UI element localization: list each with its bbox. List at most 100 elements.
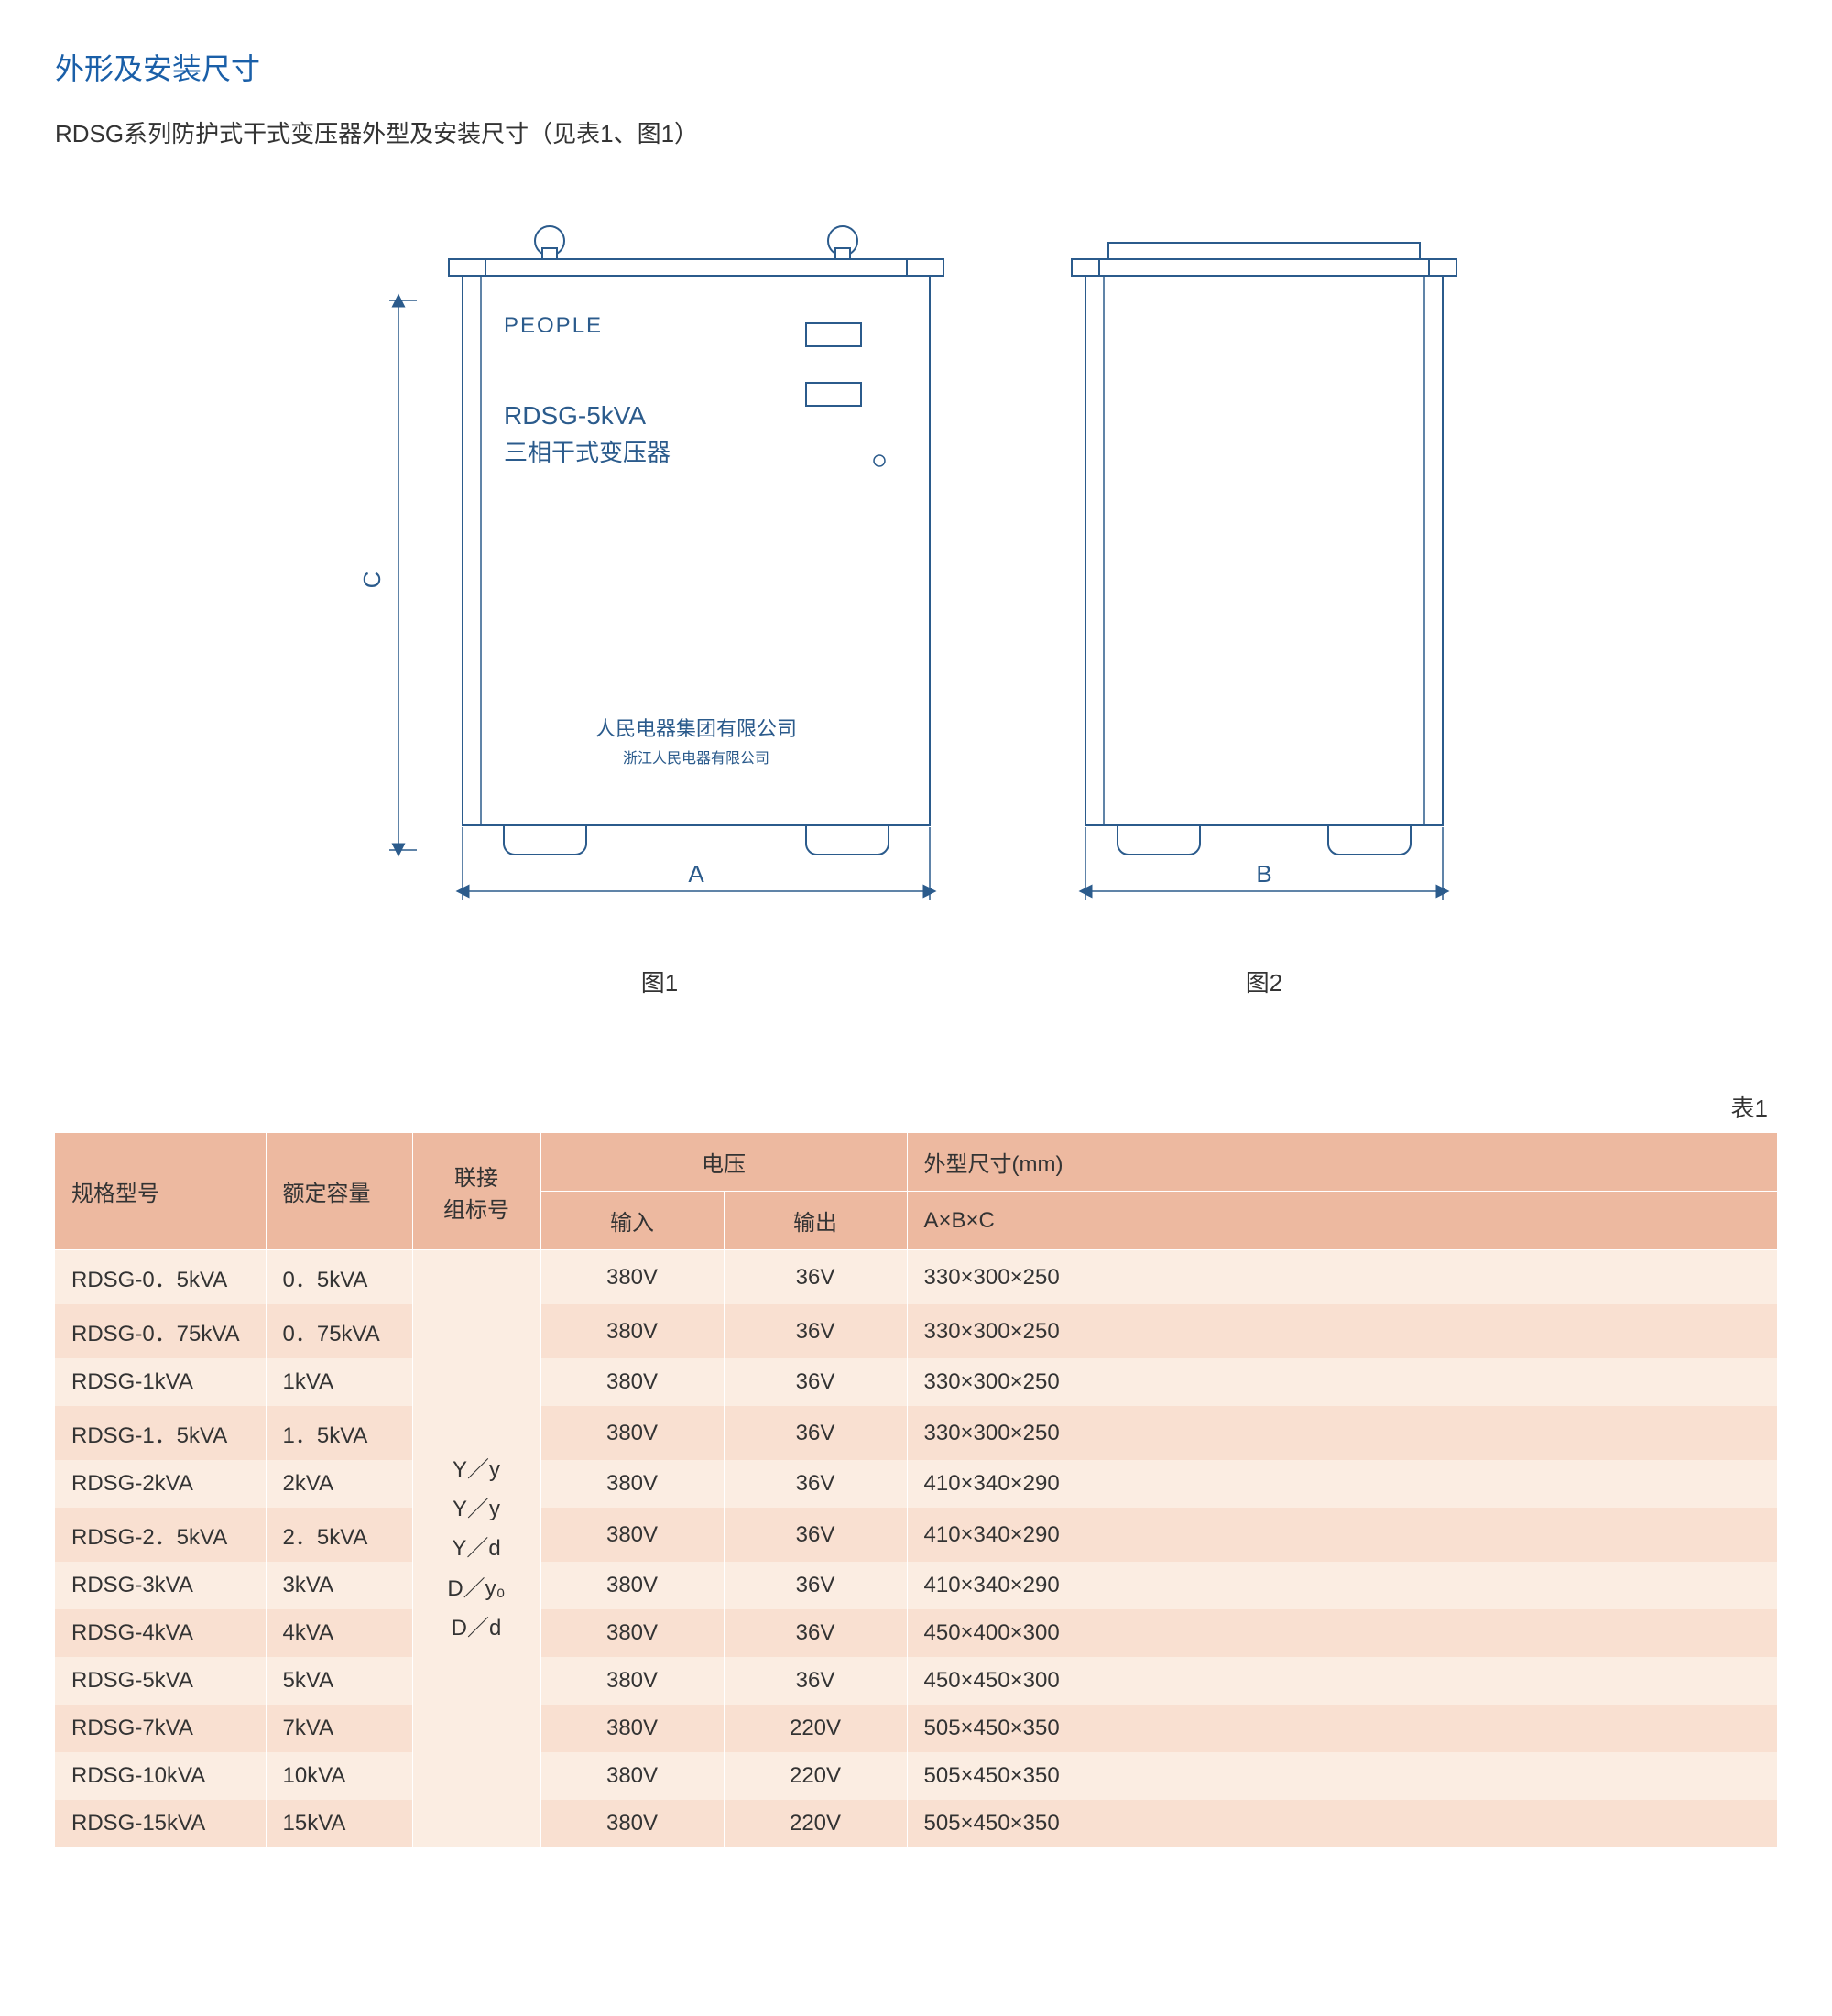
svg-text:人民电器集团有限公司: 人民电器集团有限公司: [595, 717, 797, 740]
cell-vin: 380V: [540, 1800, 724, 1847]
cell-dim: 330×300×250: [907, 1304, 1777, 1358]
cell-vin: 380V: [540, 1508, 724, 1562]
th-vin: 输入: [540, 1192, 724, 1250]
cell-capacity: 0．5kVA: [266, 1250, 412, 1305]
cell-vin: 380V: [540, 1358, 724, 1406]
th-capacity: 额定容量: [266, 1133, 412, 1250]
cell-dim: 330×300×250: [907, 1406, 1777, 1460]
th-voltage: 电压: [540, 1133, 907, 1192]
cell-vin: 380V: [540, 1609, 724, 1657]
cell-model: RDSG-15kVA: [55, 1800, 266, 1847]
page-title: 外形及安装尺寸: [55, 46, 1777, 88]
cell-dim: 330×300×250: [907, 1358, 1777, 1406]
side-view-svg: B: [1044, 223, 1484, 919]
cell-vin: 380V: [540, 1562, 724, 1609]
cell-dim: 410×340×290: [907, 1508, 1777, 1562]
cell-vout: 36V: [724, 1406, 907, 1460]
cell-model: RDSG-4kVA: [55, 1609, 266, 1657]
table-row: RDSG-5kVA5kVA 380V36V450×450×300: [55, 1657, 1777, 1705]
diagrams-area: C PEOPLE: [55, 223, 1777, 998]
cell-model: RDSG-7kVA: [55, 1705, 266, 1752]
svg-text:RDSG-5kVA: RDSG-5kVA: [504, 401, 646, 430]
th-model: 规格型号: [55, 1133, 266, 1250]
fig2-caption: 图2: [1246, 964, 1282, 998]
th-dim-sub: A×B×C: [907, 1192, 1777, 1250]
table-row: RDSG-0．5kVA0．5kVAY／yY／yY／dD／y₀D／d380V36V…: [55, 1250, 1777, 1305]
cell-model: RDSG-1．5kVA: [55, 1406, 266, 1460]
table-row: RDSG-7kVA7kVA 380V220V505×450×350: [55, 1705, 1777, 1752]
cell-vout: 36V: [724, 1609, 907, 1657]
cell-vin: 380V: [540, 1250, 724, 1305]
cell-vin: 380V: [540, 1657, 724, 1705]
cell-capacity: 2．5kVA: [266, 1508, 412, 1562]
fig1-caption: 图1: [641, 964, 678, 998]
svg-text:A: A: [688, 860, 704, 888]
cell-model: RDSG-2kVA: [55, 1460, 266, 1508]
cell-dim: 330×300×250: [907, 1250, 1777, 1305]
cell-capacity: 10kVA: [266, 1752, 412, 1800]
cell-vin: 380V: [540, 1460, 724, 1508]
diagram-2: B 图2: [1044, 223, 1484, 998]
cell-vout: 36V: [724, 1304, 907, 1358]
cell-vout: 36V: [724, 1657, 907, 1705]
cell-vout: 36V: [724, 1460, 907, 1508]
th-dimensions: 外型尺寸(mm): [907, 1133, 1777, 1192]
table-row: RDSG-3kVA3kVA380V36V410×340×290: [55, 1562, 1777, 1609]
spec-table: 规格型号 额定容量 联接 组标号 电压 外型尺寸(mm) 输入 输出 A×B×C…: [55, 1133, 1777, 1847]
dimension-c: C: [348, 250, 421, 891]
cell-vout: 36V: [724, 1250, 907, 1305]
table-row: RDSG-4kVA4kVA 380V36V450×400×300: [55, 1609, 1777, 1657]
cell-model: RDSG-3kVA: [55, 1562, 266, 1609]
table-caption: 表1: [55, 1090, 1777, 1124]
table-row: RDSG-1．5kVA1．5kVA 380V36V330×300×250: [55, 1406, 1777, 1460]
cell-vout: 36V: [724, 1358, 907, 1406]
table-row: RDSG-1kVA1kVA 380V36V330×300×250: [55, 1358, 1777, 1406]
cell-vout: 220V: [724, 1705, 907, 1752]
cell-capacity: 1．5kVA: [266, 1406, 412, 1460]
cell-vout: 36V: [724, 1562, 907, 1609]
cell-vout: 36V: [724, 1508, 907, 1562]
table-row: RDSG-10kVA10kVA 380V220V505×450×350: [55, 1752, 1777, 1800]
th-connection: 联接 组标号: [412, 1133, 540, 1250]
cell-capacity: 2kVA: [266, 1460, 412, 1508]
table-row: RDSG-2kVA2kVA 380V36V410×340×290: [55, 1460, 1777, 1508]
cell-dim: 505×450×350: [907, 1752, 1777, 1800]
page-subtitle: RDSG系列防护式干式变压器外型及安装尺寸（见表1、图1）: [55, 115, 1777, 149]
cell-vin: 380V: [540, 1752, 724, 1800]
cell-dim: 450×400×300: [907, 1609, 1777, 1657]
cell-capacity: 7kVA: [266, 1705, 412, 1752]
svg-text:浙江人民电器有限公司: 浙江人民电器有限公司: [623, 750, 769, 767]
table-row: RDSG-15kVA15kVA 380V220V505×450×350: [55, 1800, 1777, 1847]
cell-dim: 505×450×350: [907, 1705, 1777, 1752]
cell-capacity: 5kVA: [266, 1657, 412, 1705]
cell-model: RDSG-2．5kVA: [55, 1508, 266, 1562]
cell-capacity: 0．75kVA: [266, 1304, 412, 1358]
cell-vout: 220V: [724, 1752, 907, 1800]
cell-capacity: 1kVA: [266, 1358, 412, 1406]
diagram-1: C PEOPLE: [348, 223, 971, 998]
cell-model: RDSG-0．5kVA: [55, 1250, 266, 1305]
cell-vin: 380V: [540, 1304, 724, 1358]
cell-dim: 410×340×290: [907, 1460, 1777, 1508]
cell-dim: 450×450×300: [907, 1657, 1777, 1705]
cell-model: RDSG-5kVA: [55, 1657, 266, 1705]
cell-capacity: 15kVA: [266, 1800, 412, 1847]
cell-model: RDSG-0．75kVA: [55, 1304, 266, 1358]
table-row: RDSG-0．75kVA0．75kVA 380V36V330×300×250: [55, 1304, 1777, 1358]
cell-model: RDSG-1kVA: [55, 1358, 266, 1406]
cell-capacity: 4kVA: [266, 1609, 412, 1657]
front-view-svg: PEOPLE RDSG-5kVA 三相干式变压器 人民电器集团有限公司 浙江人民…: [421, 223, 971, 919]
svg-text:C: C: [358, 572, 386, 589]
table-row: RDSG-2．5kVA2．5kVA 380V36V410×340×290: [55, 1508, 1777, 1562]
svg-text:PEOPLE: PEOPLE: [504, 313, 603, 338]
cell-vin: 380V: [540, 1406, 724, 1460]
cell-model: RDSG-10kVA: [55, 1752, 266, 1800]
svg-text:三相干式变压器: 三相干式变压器: [504, 439, 671, 466]
cell-vin: 380V: [540, 1705, 724, 1752]
cell-connection: Y／yY／yY／dD／y₀D／d: [412, 1250, 540, 1848]
th-vout: 输出: [724, 1192, 907, 1250]
cell-vout: 220V: [724, 1800, 907, 1847]
cell-capacity: 3kVA: [266, 1562, 412, 1609]
cell-dim: 505×450×350: [907, 1800, 1777, 1847]
svg-text:B: B: [1256, 860, 1271, 888]
